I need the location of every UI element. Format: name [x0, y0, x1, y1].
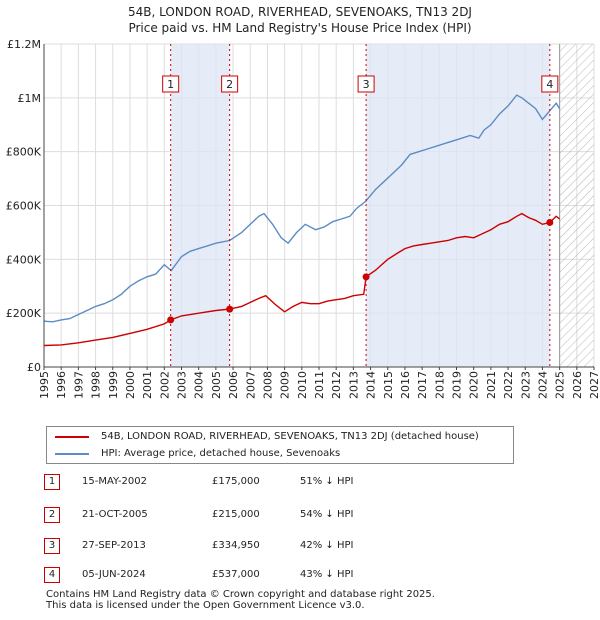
x-tick-label: 2027 — [588, 371, 600, 399]
footer: Contains HM Land Registry data © Crown c… — [46, 589, 435, 611]
ownership-shade — [366, 44, 550, 367]
sale-hpi-diff: 43% ↓ HPI — [300, 569, 354, 580]
sale-hpi-diff: 51% ↓ HPI — [300, 476, 354, 487]
x-tick-label: 2026 — [571, 371, 584, 399]
legend-label-hpi: HPI: Average price, detached house, Seve… — [101, 448, 341, 459]
x-tick-label: 2024 — [536, 371, 549, 399]
sale-point — [167, 316, 175, 324]
sale-date: 27-SEP-2013 — [82, 540, 146, 551]
sale-marker-label: 4 — [546, 78, 553, 91]
x-tick-label: 2018 — [433, 371, 446, 399]
sale-price: £334,950 — [212, 540, 260, 551]
sale-number-badge: 4 — [44, 567, 60, 583]
x-tick-label: 2025 — [554, 371, 567, 399]
x-tick-label: 1997 — [72, 371, 85, 399]
sale-point — [362, 273, 370, 281]
forecast-hatch — [559, 44, 594, 367]
x-tick-label: 2020 — [468, 371, 481, 399]
footer-copyright: Contains HM Land Registry data © Crown c… — [46, 589, 435, 600]
x-tick-label: 2023 — [519, 371, 532, 399]
x-tick-label: 2015 — [382, 371, 395, 399]
x-tick-label: 2016 — [399, 371, 412, 399]
x-tick-label: 2006 — [227, 371, 240, 399]
sale-marker-label: 2 — [226, 78, 233, 91]
x-tick-label: 2003 — [176, 371, 189, 399]
x-tick-label: 1996 — [55, 371, 68, 399]
x-tick-label: 2011 — [313, 371, 326, 399]
price-chart: 1 2 3 4 £0 £200K £400K £600K £800K £1M £1.2M 1995 1… — [6, 38, 600, 399]
sale-hpi-diff: 54% ↓ HPI — [300, 509, 354, 520]
x-tick-label: 2008 — [261, 371, 274, 399]
y-tick-label: £400K — [6, 253, 42, 266]
legend: 54B, LONDON ROAD, RIVERHEAD, SEVENOAKS, … — [46, 426, 514, 464]
x-tick-label: 2013 — [347, 371, 360, 399]
y-tick-label: £600K — [6, 200, 42, 213]
x-tick-label: 2004 — [193, 371, 206, 399]
sale-row: 2 21-OCT-2005 £215,000 54% ↓ HPI — [0, 507, 600, 527]
sale-date: 21-OCT-2005 — [82, 509, 148, 520]
sale-date: 15-MAY-2002 — [82, 476, 148, 487]
y-tick-label: £200K — [6, 307, 42, 320]
y-tick-label: £0 — [27, 361, 41, 374]
x-tick-label: 1995 — [38, 371, 51, 399]
sale-row: 4 05-JUN-2024 £537,000 43% ↓ HPI — [0, 567, 600, 587]
sale-number-badge: 2 — [44, 507, 60, 523]
footer-license: This data is licensed under the Open Gov… — [46, 600, 365, 611]
x-tick-label: 2021 — [485, 371, 498, 399]
sale-marker-badge — [541, 75, 559, 93]
x-tick-label: 2017 — [416, 371, 429, 399]
sale-row: 1 15-MAY-2002 £175,000 51% ↓ HPI — [0, 474, 600, 494]
sale-marker-label: 1 — [167, 78, 174, 91]
sale-marker-badge — [162, 75, 180, 93]
sale-price: £215,000 — [212, 509, 260, 520]
chart-title: 54B, LONDON ROAD, RIVERHEAD, SEVENOAKS, … — [128, 5, 472, 19]
x-tick-label: 2007 — [244, 371, 257, 399]
x-tick-label: 2002 — [158, 371, 171, 399]
x-tick-label: 2022 — [502, 371, 515, 399]
x-tick-label: 1999 — [107, 371, 120, 399]
x-tick-label: 2019 — [451, 371, 464, 399]
y-tick-label: £800K — [6, 146, 42, 159]
chart-subtitle: Price paid vs. HM Land Registry's House … — [128, 21, 472, 35]
x-tick-label: 2005 — [210, 371, 223, 399]
y-tick-label: £1.2M — [7, 38, 41, 51]
sale-point — [546, 218, 554, 226]
sale-price: £537,000 — [212, 569, 260, 580]
x-tick-label: 2014 — [365, 371, 378, 399]
sale-row: 3 27-SEP-2013 £334,950 42% ↓ HPI — [0, 538, 600, 558]
sale-date: 05-JUN-2024 — [82, 569, 146, 580]
legend-swatch-property — [55, 436, 89, 438]
x-tick-label: 2000 — [124, 371, 137, 399]
hpi-line — [43, 94, 561, 323]
sale-marker-badge — [221, 75, 239, 93]
x-tick-label: 2009 — [279, 371, 292, 399]
y-tick-label: £1M — [18, 92, 42, 105]
legend-label-property: 54B, LONDON ROAD, RIVERHEAD, SEVENOAKS, … — [101, 431, 479, 442]
sale-number-badge: 3 — [44, 538, 60, 554]
x-tick-label: 2012 — [330, 371, 343, 399]
legend-swatch-hpi — [55, 453, 89, 455]
x-tick-label: 2001 — [141, 371, 154, 399]
sale-number-badge: 1 — [44, 474, 60, 490]
ownership-shade — [170, 44, 230, 367]
sale-marker-badge — [357, 75, 375, 93]
property-line — [43, 212, 561, 347]
sale-marker-label: 3 — [363, 78, 370, 91]
sale-point — [226, 305, 234, 313]
sale-hpi-diff: 42% ↓ HPI — [300, 540, 354, 551]
x-tick-label: 1998 — [90, 371, 103, 399]
sale-price: £175,000 — [212, 476, 260, 487]
x-tick-label: 2010 — [296, 371, 309, 399]
